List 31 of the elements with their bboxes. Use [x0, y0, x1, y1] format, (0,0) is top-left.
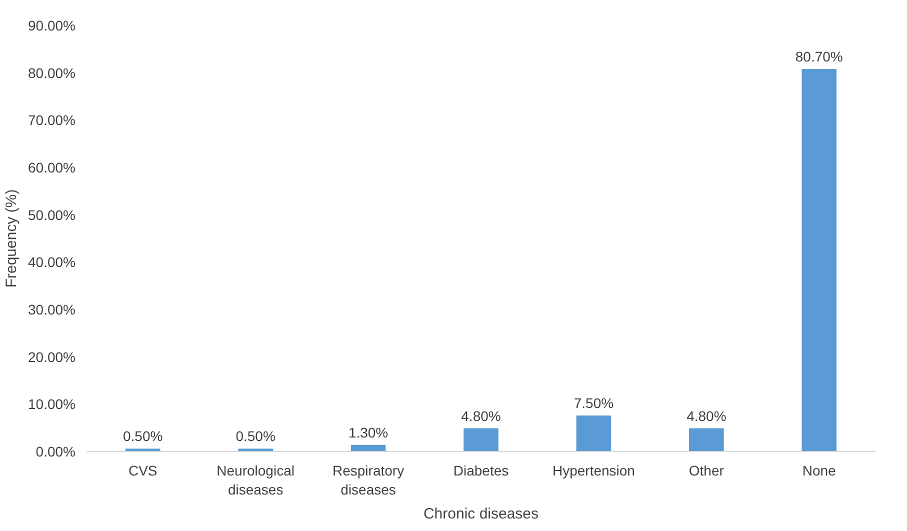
y-tick-label: 80.00%	[28, 64, 76, 81]
x-axis-title: Chronic diseases	[423, 506, 539, 523]
x-tick-label: None	[802, 462, 836, 478]
x-tick-label: CVS	[128, 462, 158, 478]
x-tick-label: Other	[688, 462, 724, 478]
y-tick-label: 20.00%	[28, 348, 76, 365]
y-tick-label: 50.00%	[28, 206, 76, 223]
data-label: 0.50%	[236, 428, 276, 444]
data-label: 80.70%	[795, 48, 843, 65]
y-tick-label: 60.00%	[28, 160, 76, 176]
data-label: 7.50%	[574, 395, 614, 411]
y-tick-label: 0.00%	[36, 444, 76, 460]
data-label: 0.50%	[123, 428, 163, 444]
x-tick-label: Diabetes	[453, 462, 509, 478]
bar	[689, 428, 724, 452]
bar	[576, 416, 612, 452]
y-tick-label: 70.00%	[28, 112, 76, 128]
bar	[464, 428, 498, 452]
data-label: 4.80%	[461, 408, 501, 424]
bar	[350, 444, 386, 452]
y-tick-label: 40.00%	[28, 254, 76, 270]
data-label: 4.80%	[686, 408, 726, 424]
y-tick-label: 90.00%	[28, 18, 76, 34]
x-tick-label: Hypertension	[552, 462, 635, 478]
data-label: 1.30%	[348, 424, 388, 440]
y-axis-title: Frequency (%)	[3, 189, 20, 288]
x-tick-label: Respiratory diseases	[332, 462, 404, 498]
y-tick-label: 30.00%	[28, 302, 76, 318]
bar	[802, 69, 837, 452]
x-tick-label: Neurological diseases	[216, 462, 294, 498]
y-tick-label: 10.00%	[28, 396, 76, 412]
